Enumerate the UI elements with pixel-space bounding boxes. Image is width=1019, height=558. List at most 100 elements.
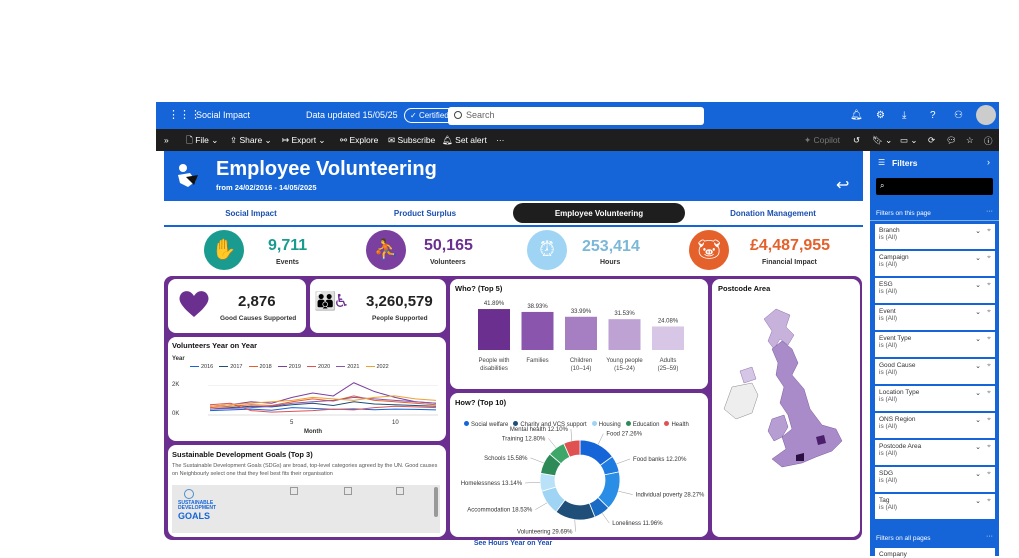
pin-icon[interactable]: ⌖ bbox=[987, 335, 991, 342]
tab-social-impact[interactable]: Social Impact bbox=[225, 209, 277, 218]
tab-product-surplus[interactable]: Product Surplus bbox=[393, 209, 457, 218]
help-icon[interactable]: ? bbox=[930, 110, 936, 121]
bar-1[interactable] bbox=[521, 311, 554, 350]
collapse-filters-icon[interactable]: › bbox=[987, 157, 990, 167]
back-icon[interactable]: ↩ bbox=[836, 177, 850, 194]
explore-button[interactable]: ⚯ Explore bbox=[340, 135, 379, 145]
refresh-icon[interactable]: ⟳ bbox=[928, 135, 936, 145]
bar-category-label: (25–59) bbox=[658, 366, 679, 372]
filter-card-postcode-area[interactable]: Postcode Area is (All) ⌄ ⌖ bbox=[875, 440, 995, 465]
chevron-down-icon[interactable]: ⌄ bbox=[975, 228, 981, 235]
people-supported-value: 3,260,579 bbox=[366, 293, 433, 310]
bar-4[interactable] bbox=[652, 326, 684, 350]
filter-card-tag[interactable]: Tag is (All) ⌄ ⌖ bbox=[875, 494, 995, 519]
donut-slice-9[interactable] bbox=[563, 439, 581, 458]
chevron-down-icon[interactable]: ⌄ bbox=[975, 498, 981, 505]
filter-card-company[interactable]: Company bbox=[875, 548, 995, 558]
view-icon[interactable]: ▭ ⌄ bbox=[900, 135, 918, 145]
bar-2[interactable] bbox=[565, 316, 597, 350]
file-menu[interactable]: 🗋︎ File ⌄ bbox=[186, 135, 219, 145]
y-tick-2k: 2K bbox=[172, 382, 180, 388]
download-icon[interactable]: ⤓ bbox=[902, 110, 907, 121]
bar-3[interactable] bbox=[608, 319, 641, 350]
reset-icon[interactable]: ↺ bbox=[853, 135, 861, 145]
comment-icon[interactable]: 💬︎ bbox=[946, 135, 957, 145]
search-input[interactable]: Search bbox=[448, 107, 704, 125]
filter-card-ons-region[interactable]: ONS Region is (All) ⌄ ⌖ bbox=[875, 413, 995, 438]
gear-icon[interactable]: ⚙ bbox=[876, 110, 885, 121]
chevron-down-icon[interactable]: ⌄ bbox=[975, 444, 981, 451]
pin-icon[interactable]: ⌖ bbox=[987, 416, 991, 423]
pin-icon[interactable]: ⌖ bbox=[987, 497, 991, 504]
export-menu[interactable]: ↦ Export ⌄ bbox=[282, 135, 326, 145]
data-updated[interactable]: Data updated 15/05/25 bbox=[306, 110, 398, 120]
chevron-down-icon[interactable]: ⌄ bbox=[975, 471, 981, 478]
pin-icon[interactable]: ⌖ bbox=[987, 443, 991, 450]
chevron-down-icon[interactable]: ⌄ bbox=[975, 255, 981, 262]
filter-value: is (All) bbox=[879, 450, 898, 457]
scrollbar[interactable] bbox=[434, 487, 438, 517]
more-options-icon[interactable]: ··· bbox=[986, 208, 993, 215]
series-line-2022[interactable] bbox=[209, 395, 437, 407]
copilot-button[interactable]: ✦ Copilot bbox=[804, 135, 840, 145]
info-icon[interactable]: ⓘ bbox=[984, 136, 993, 146]
subscribe-button[interactable]: ✉ Subscribe bbox=[388, 135, 436, 145]
broken-image-icon bbox=[344, 487, 352, 495]
chevron-down-icon[interactable]: ⌄ bbox=[975, 309, 981, 316]
events-value: 9,711 bbox=[268, 237, 308, 254]
set-alert-button[interactable]: 🔔︎ Set alert bbox=[442, 135, 487, 145]
sdg-card: Sustainable Development Goals (Top 3) Th… bbox=[168, 445, 446, 537]
pin-icon[interactable]: ⌖ bbox=[987, 281, 991, 288]
filter-card-location-type[interactable]: Location Type is (All) ⌄ ⌖ bbox=[875, 386, 995, 411]
pin-icon[interactable]: ⌖ bbox=[987, 389, 991, 396]
filter-card-sdg[interactable]: SDG is (All) ⌄ ⌖ bbox=[875, 467, 995, 492]
more-options-icon[interactable]: ··· bbox=[496, 135, 505, 145]
chevron-down-icon[interactable]: ⌄ bbox=[975, 363, 981, 370]
pin-icon[interactable]: ⌖ bbox=[987, 470, 991, 477]
chevron-down-icon[interactable]: ⌄ bbox=[975, 336, 981, 343]
favorite-icon[interactable]: ☆ bbox=[966, 135, 974, 145]
avatar[interactable] bbox=[976, 105, 996, 125]
pin-icon[interactable]: ⌖ bbox=[987, 308, 991, 315]
volunteers-line-chart[interactable] bbox=[208, 369, 438, 419]
bell-icon[interactable]: 🔔︎ bbox=[850, 110, 863, 121]
who-bar-chart[interactable]: 41.89% People with disabilities 38.93% Famil… bbox=[450, 279, 708, 389]
bar-0[interactable] bbox=[478, 309, 510, 350]
bar-value-label: 41.89% bbox=[484, 301, 505, 307]
chevron-down-icon[interactable]: ⌄ bbox=[975, 390, 981, 397]
tab-employee-volunteering[interactable]: Employee Volunteering bbox=[513, 203, 685, 223]
series-line-2019[interactable] bbox=[209, 382, 437, 407]
page-subtitle: from 24/02/2016 - 14/05/2025 bbox=[216, 183, 317, 192]
filter-value: is (All) bbox=[879, 315, 898, 322]
filter-card-event-type[interactable]: Event Type is (All) ⌄ ⌖ bbox=[875, 332, 995, 357]
bookmark-icon[interactable]: 🔖︎ ⌄ bbox=[872, 135, 893, 145]
series-line-2018[interactable] bbox=[209, 395, 437, 409]
filter-card-good-cause[interactable]: Good Cause is (All) ⌄ ⌖ bbox=[875, 359, 995, 384]
filter-search-input[interactable]: ⌕ bbox=[876, 178, 993, 195]
pin-icon[interactable]: ⌖ bbox=[987, 254, 991, 261]
pin-icon[interactable]: ⌖ bbox=[987, 227, 991, 234]
see-hours-link[interactable]: See Hours Year on Year bbox=[473, 540, 553, 547]
app-launcher-icon[interactable]: ⋮⋮⋮ bbox=[168, 109, 201, 121]
series-line-2017[interactable] bbox=[209, 401, 437, 410]
broken-image-icon bbox=[396, 487, 404, 495]
uk-map[interactable] bbox=[712, 279, 860, 537]
more-options-icon[interactable]: ··· bbox=[986, 533, 993, 540]
expand-nav-icon[interactable]: » bbox=[164, 135, 169, 145]
share-menu[interactable]: ⇪ Share ⌄ bbox=[230, 135, 272, 145]
share-people-icon[interactable]: ⚇ bbox=[954, 110, 963, 121]
chevron-down-icon[interactable]: ⌄ bbox=[975, 417, 981, 424]
chevron-down-icon[interactable]: ⌄ bbox=[975, 282, 981, 289]
filter-card-campaign[interactable]: Campaign is (All) ⌄ ⌖ bbox=[875, 251, 995, 276]
workspace-name[interactable]: Social Impact bbox=[196, 110, 251, 120]
pin-icon[interactable]: ⌖ bbox=[987, 362, 991, 369]
series-line-2021[interactable] bbox=[209, 396, 437, 410]
filter-card-branch[interactable]: Branch is (All) ⌄ ⌖ bbox=[875, 224, 995, 249]
filter-card-esg[interactable]: ESG is (All) ⌄ ⌖ bbox=[875, 278, 995, 303]
tab-donation-management[interactable]: Donation Management bbox=[730, 209, 816, 218]
filter-card-event[interactable]: Event is (All) ⌄ ⌖ bbox=[875, 305, 995, 330]
who-title: Who? (Top 5) bbox=[455, 284, 503, 293]
series-line-2020[interactable] bbox=[209, 402, 437, 413]
map-region-northern-ireland bbox=[739, 366, 757, 384]
how-donut-chart[interactable]: Food 27.26% Food banks 12.20% Individual p… bbox=[450, 393, 708, 537]
